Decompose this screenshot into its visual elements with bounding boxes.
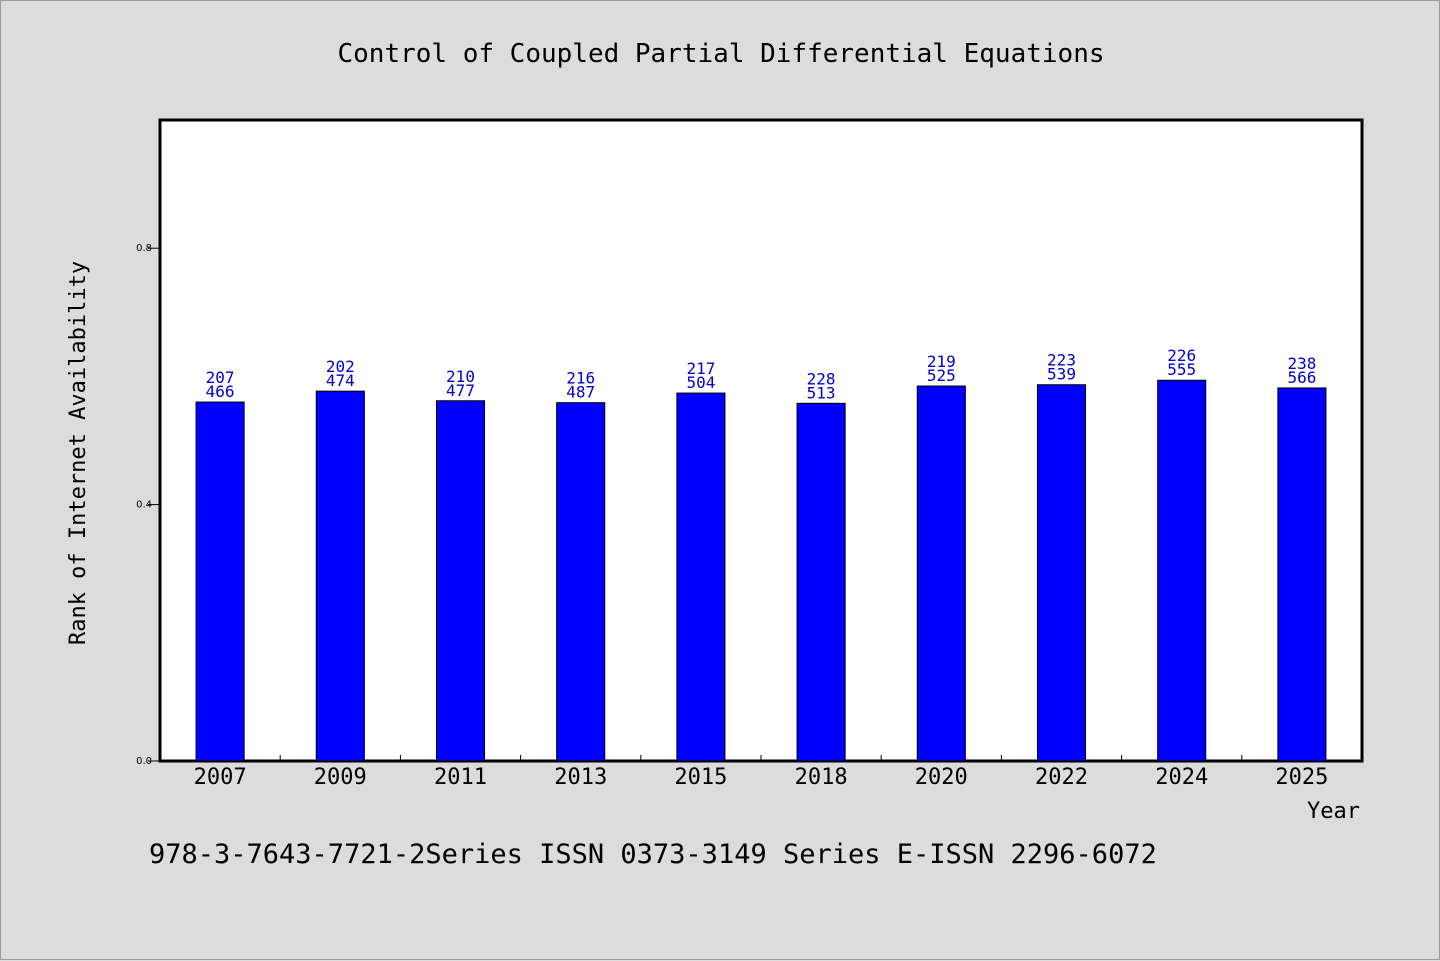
bar xyxy=(435,400,486,762)
x-tick-label: 2015 xyxy=(674,765,727,790)
bar xyxy=(556,402,606,762)
data-label-bottom: 466 xyxy=(206,382,235,401)
data-label-top: 216 xyxy=(566,369,595,388)
y-tick-label: 0.4 xyxy=(136,500,152,511)
data-label-bottom: 487 xyxy=(566,383,595,402)
x-axis: 2007 2009 2011 2013 2015 2018 2020 2022 2024 2025 xyxy=(194,755,1328,790)
data-label-bottom: 474 xyxy=(326,371,355,390)
bar xyxy=(676,392,726,762)
data-label-top: 223 xyxy=(1047,351,1076,370)
data-label-top: 210 xyxy=(446,367,475,386)
chart-title: Control of Coupled Partial Differential … xyxy=(337,39,1104,69)
y-tick-label: 0.8 xyxy=(136,243,152,254)
data-label-bottom: 555 xyxy=(1167,360,1196,379)
data-label-top: 219 xyxy=(927,352,956,371)
bar xyxy=(1036,384,1087,762)
x-tick-label: 2009 xyxy=(314,765,367,790)
bar xyxy=(916,385,966,762)
y-tick-label: 0.0 xyxy=(136,756,152,767)
data-label-top: 217 xyxy=(686,359,715,378)
bar xyxy=(195,401,245,762)
x-tick-label: 2024 xyxy=(1155,765,1208,790)
data-label-bottom: 504 xyxy=(686,373,715,392)
x-axis-label: Year xyxy=(1307,799,1360,824)
x-tick-label: 2013 xyxy=(554,765,607,790)
x-tick-label: 2020 xyxy=(915,765,968,790)
bar xyxy=(315,390,365,762)
data-label-top: 226 xyxy=(1167,346,1196,365)
x-tick-label: 2007 xyxy=(194,765,247,790)
bar xyxy=(1277,387,1327,762)
y-axis: 0.0 0.4 0.8 xyxy=(136,243,160,767)
data-label-top: 207 xyxy=(206,368,235,387)
data-label-bottom: 566 xyxy=(1287,368,1316,387)
data-label-top: 228 xyxy=(807,369,836,388)
x-tick-label: 2011 xyxy=(434,765,487,790)
x-tick-label: 2018 xyxy=(795,765,848,790)
x-tick-label: 2025 xyxy=(1275,765,1328,790)
footer-isbn-issn: 978-3-7643-7721-2Series ISSN 0373-3149 S… xyxy=(149,839,1157,870)
bar xyxy=(1157,379,1207,762)
y-axis-label: Rank of Internet Availability xyxy=(66,261,91,645)
data-label-top: 202 xyxy=(326,357,355,376)
data-label-bottom: 513 xyxy=(807,383,836,402)
x-tick-label: 2022 xyxy=(1035,765,1088,790)
bar-series xyxy=(195,379,1327,762)
data-label-bottom: 477 xyxy=(446,381,475,400)
bar xyxy=(796,402,846,762)
data-label-bottom: 525 xyxy=(927,366,956,385)
data-label-bottom: 539 xyxy=(1047,365,1076,384)
data-label-top: 238 xyxy=(1287,354,1316,373)
